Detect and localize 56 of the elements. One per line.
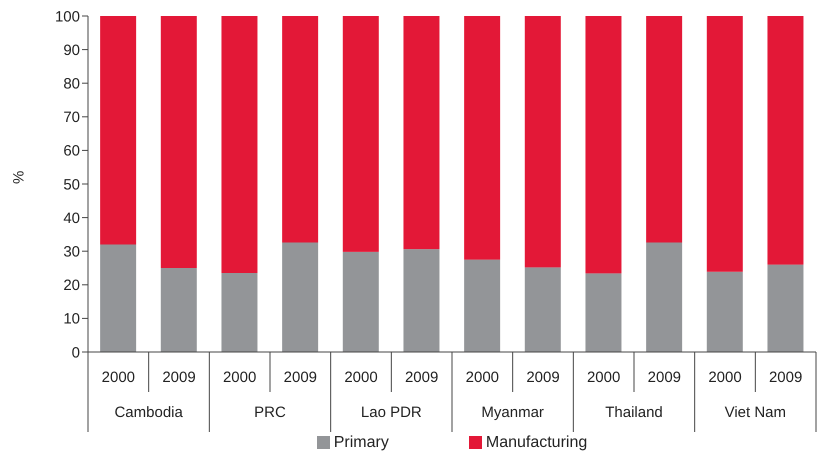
x-tick-label: 2000	[466, 369, 500, 386]
x-tick-label: 2009	[162, 369, 196, 386]
x-tick-label: 2000	[344, 369, 378, 386]
bar	[464, 260, 500, 352]
bar	[282, 242, 318, 352]
bar	[706, 16, 743, 272]
x-tick-label: 2009	[404, 369, 438, 386]
bar	[767, 264, 804, 352]
y-tick-label: 40	[63, 210, 80, 227]
y-tick-label: 80	[63, 76, 80, 93]
y-tick-label: 0	[72, 344, 80, 362]
text: Viet Nam	[724, 404, 786, 421]
y-tick-label: 20	[63, 277, 80, 294]
bar	[646, 16, 682, 242]
y-tick-label: 10	[63, 310, 80, 328]
x-tick-label: 2009	[284, 369, 318, 386]
bar	[524, 16, 561, 268]
bar	[160, 268, 197, 352]
bar	[342, 16, 379, 252]
bar	[646, 242, 682, 352]
bar	[524, 267, 561, 352]
x-tick-label: 2009	[526, 369, 560, 386]
x-tick-label: 2000	[708, 369, 742, 386]
text: Lao PDR	[360, 404, 422, 421]
x-tick-label: 2000	[222, 369, 256, 386]
y-tick-label: 30	[63, 244, 80, 261]
y-tick-label: 90	[63, 42, 80, 59]
bar	[585, 16, 622, 274]
bar	[282, 16, 318, 242]
bar	[100, 244, 136, 352]
bar	[221, 16, 258, 274]
bar	[464, 16, 500, 260]
bar	[403, 16, 440, 250]
bar	[585, 273, 622, 352]
text: Cambodia	[114, 404, 184, 421]
bar	[221, 273, 258, 352]
text: PRC	[254, 404, 286, 421]
bar	[160, 16, 197, 268]
text: Thailand	[605, 404, 663, 421]
y-tick-label: 60	[63, 142, 80, 160]
x-tick-label: 2000	[102, 369, 136, 386]
bar	[706, 272, 743, 352]
legend-label: Manufacturing	[486, 434, 588, 451]
bar	[403, 249, 440, 352]
y-tick-label: 100	[54, 8, 80, 26]
text: Myanmar	[481, 404, 544, 421]
x-tick-label: 2009	[768, 369, 802, 386]
bar	[100, 16, 136, 244]
x-tick-label: 2009	[648, 369, 682, 386]
y-axis-title: %	[10, 170, 28, 184]
bar	[342, 252, 379, 352]
legend-label: Primary	[334, 434, 389, 451]
x-tick-label: 2000	[586, 369, 620, 386]
bar	[767, 16, 804, 265]
y-tick-label: 70	[63, 109, 80, 126]
y-tick-label: 50	[63, 176, 80, 194]
